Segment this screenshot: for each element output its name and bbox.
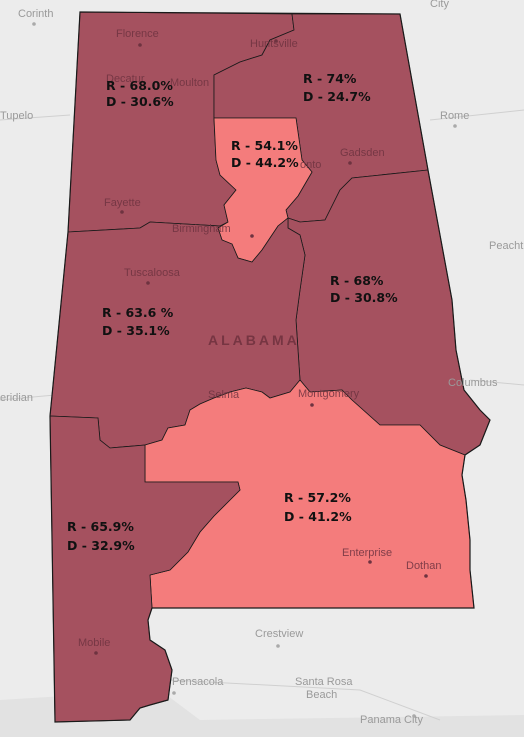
- district-4-d-label: D - 30.6%: [106, 94, 174, 109]
- road: [0, 114, 71, 121]
- city-label-mobile: Mobile: [78, 637, 110, 649]
- state-border: [49, 11, 491, 723]
- city-dot: [310, 403, 314, 407]
- city-label-columbus: Columbus: [448, 377, 498, 389]
- city-label-corinth: Corinth: [18, 8, 53, 20]
- road: [429, 109, 524, 121]
- city-label-peachtree: Peacht: [489, 240, 523, 252]
- city-dot: [453, 124, 457, 128]
- city-label-santa-rosa: Santa Rosa: [295, 676, 353, 688]
- district-5-r-label: R - 74%: [303, 71, 357, 86]
- district-2-d-label: D - 41.2%: [284, 509, 352, 524]
- city-label-rome: Rome: [440, 110, 469, 122]
- district-6-d-label: D - 44.2%: [231, 155, 299, 170]
- district-3-d-label: D - 30.8%: [330, 290, 398, 305]
- district-4-r-label: R - 68.0%: [106, 78, 173, 93]
- city-label-dothan: Dothan: [406, 560, 441, 572]
- city-dot: [32, 22, 36, 26]
- city-dot: [120, 210, 124, 214]
- city-dot: [424, 574, 428, 578]
- city-label-selma: Selma: [208, 389, 240, 401]
- city-label-decatur: Decatur: [106, 73, 145, 85]
- city-label-anniston: onto: [300, 159, 321, 171]
- city-label-moulton: Moulton: [170, 77, 209, 89]
- city-label-huntsville: Huntsville: [250, 38, 298, 50]
- district-1-r-label: R - 65.9%: [67, 519, 134, 534]
- city-label-beach: Beach: [306, 689, 337, 701]
- district-2-r-label: R - 57.2%: [284, 490, 351, 505]
- city-label-tupelo: Tupelo: [0, 110, 33, 122]
- city-dot: [274, 39, 278, 43]
- city-label-tuscaloosa: Tuscaloosa: [124, 267, 181, 279]
- city-dot: [368, 560, 372, 564]
- city-dot: [276, 644, 280, 648]
- district-1-d-label: D - 32.9%: [67, 538, 135, 553]
- city-label-montgomery: Montgomery: [298, 388, 360, 400]
- city-label-birmingham: Birmingham: [172, 223, 231, 235]
- city-label-pensacola: Pensacola: [172, 676, 224, 688]
- city-dot: [138, 43, 142, 47]
- district-6-r-label: R - 54.1%: [231, 138, 298, 153]
- city-label-florence: Florence: [116, 28, 159, 40]
- city-label-gadsden: Gadsden: [340, 147, 385, 159]
- city-label-fayette: Fayette: [104, 197, 141, 209]
- city-dot: [412, 714, 416, 718]
- city-dot: [348, 161, 352, 165]
- district-7-d-label: D - 35.1%: [102, 323, 170, 338]
- city-label-top-right: City: [430, 0, 449, 10]
- city-dot: [94, 651, 98, 655]
- state-label: ALABAMA: [208, 332, 300, 348]
- city-label-panama-city: Panama City: [360, 714, 423, 726]
- city-dot: [172, 691, 176, 695]
- district-3-r-label: R - 68%: [330, 273, 384, 288]
- road: [169, 679, 441, 721]
- road: [0, 394, 56, 401]
- city-label-meridian: eridian: [0, 392, 33, 404]
- city-label-crestview: Crestview: [255, 628, 303, 640]
- road: [469, 379, 524, 386]
- district-5-d-label: D - 24.7%: [303, 89, 371, 104]
- city-dot: [146, 281, 150, 285]
- city-dot: [250, 234, 254, 238]
- district-7-r-label: R - 63.6 %: [102, 305, 174, 320]
- city-label-enterprise: Enterprise: [342, 547, 392, 559]
